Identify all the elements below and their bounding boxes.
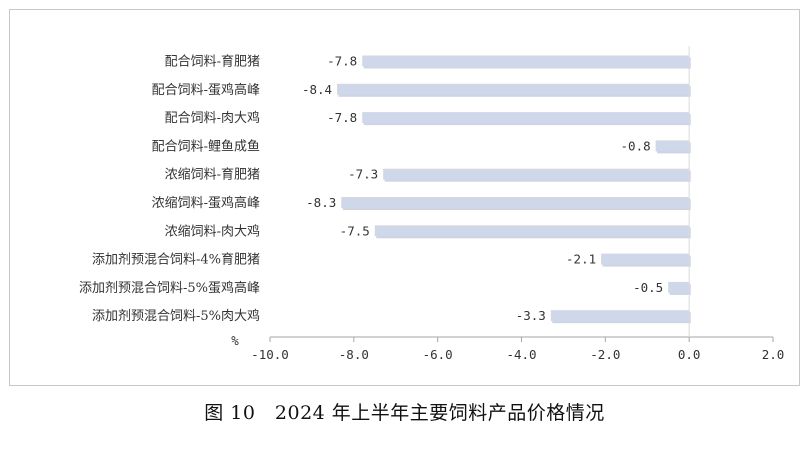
bar	[362, 112, 690, 124]
data-label: -0.5	[633, 280, 663, 295]
category-label: 配合饲料-蛋鸡高峰	[152, 82, 260, 98]
data-label: -8.4	[302, 82, 332, 97]
category-label: 配合饲料-肉大鸡	[165, 110, 260, 126]
data-label: -7.3	[348, 167, 378, 182]
bar	[550, 310, 690, 322]
category-label: 配合饲料-育肥猪	[165, 54, 260, 70]
chart-frame: 配合饲料-育肥猪配合饲料-蛋鸡高峰配合饲料-肉大鸡配合饲料-鲤鱼成鱼浓缩饲料-育…	[9, 9, 800, 386]
bar	[341, 197, 690, 208]
data-label: -8.3	[306, 195, 336, 210]
bar	[337, 83, 690, 95]
data-label: -7.5	[340, 223, 370, 238]
category-label: 添加剂预混合饲料-4%育肥猪	[92, 252, 260, 268]
category-label: 配合饲料-鲤鱼成鱼	[152, 138, 260, 154]
x-tick-label: -10.0	[251, 347, 289, 362]
bar-chart: 配合饲料-育肥猪配合饲料-蛋鸡高峰配合饲料-肉大鸡配合饲料-鲤鱼成鱼浓缩饲料-育…	[79, 46, 784, 362]
x-tick-label: 2.0	[762, 347, 785, 362]
x-tick-label: -8.0	[339, 347, 369, 362]
data-label: -3.3	[516, 308, 546, 323]
x-tick-label: -4.0	[506, 347, 536, 362]
bar	[362, 55, 690, 67]
bar	[383, 168, 690, 180]
category-label: 添加剂预混合饲料-5%肉大鸡	[92, 308, 260, 324]
x-tick-label: 0.0	[678, 347, 701, 362]
category-label: 浓缩饲料-育肥猪	[165, 167, 260, 183]
bar	[374, 225, 690, 237]
x-tick-label: -6.0	[423, 347, 453, 362]
data-label: -7.8	[327, 110, 357, 125]
category-label: 添加剂预混合饲料-5%蛋鸡高峰	[79, 280, 260, 296]
bar	[668, 281, 690, 293]
figure-caption: 图 10 2024 年上半年主要饲料产品价格情况	[204, 402, 605, 424]
x-tick-label: -2.0	[590, 347, 620, 362]
category-label: 浓缩饲料-肉大鸡	[165, 223, 260, 239]
bar	[655, 140, 690, 152]
category-labels-layer: 配合饲料-育肥猪配合饲料-蛋鸡高峰配合饲料-肉大鸡配合饲料-鲤鱼成鱼浓缩饲料-育…	[79, 54, 260, 325]
category-label: 浓缩饲料-蛋鸡高峰	[152, 195, 260, 211]
data-label: -2.1	[566, 252, 596, 267]
bar	[601, 253, 690, 265]
unit-label: %	[231, 333, 239, 348]
value-labels-layer: -7.8 -8.4 -7.8 -0.8 -7.3 -8.3 -7.5 -2.1 -0.5 -3.3	[302, 54, 663, 324]
x-axis: -10.0 -8.0 -6.0 -4.0 -2.0 0.0 2.0	[251, 46, 784, 362]
bars-layer	[337, 55, 691, 324]
data-label: -7.8	[327, 54, 357, 69]
data-label: -0.8	[621, 138, 651, 153]
